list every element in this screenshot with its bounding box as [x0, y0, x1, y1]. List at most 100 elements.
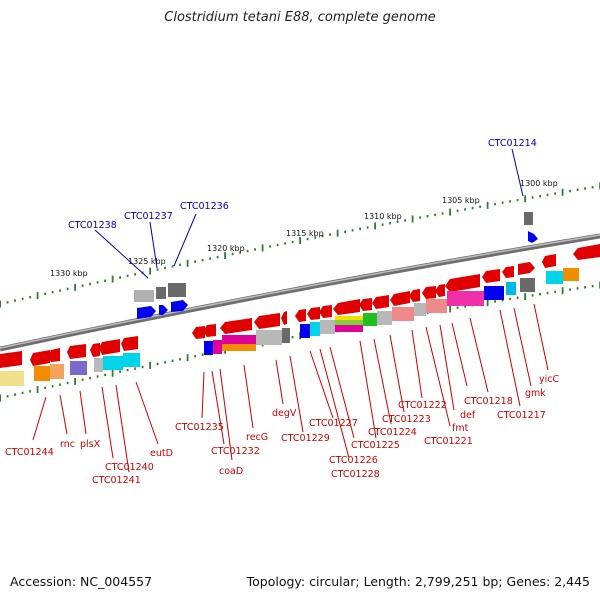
label-ctc01229[interactable]: CTC01229: [281, 433, 330, 444]
inner-scale-tick: [0, 394, 1, 402]
outer-scale-tick: [74, 283, 76, 291]
gene-red-b: [573, 244, 600, 260]
outer-scale-tick: [434, 213, 436, 217]
inner-scale-tick: [171, 359, 174, 362]
gene-ctc01222: [409, 289, 420, 302]
label-ctc01217[interactable]: CTC01217: [497, 410, 546, 421]
gene-def: [445, 274, 480, 292]
label-ctc01236[interactable]: CTC01236: [180, 201, 229, 212]
label-degv[interactable]: degV: [272, 408, 297, 419]
scale-label-1300: 1300 kbp: [520, 179, 558, 188]
bar-orange-a: [34, 366, 50, 381]
outer-scale-tick: [156, 268, 159, 271]
gene-ctc01223: [390, 291, 410, 306]
outer-scale-tick: [314, 236, 316, 239]
inner-scale-tick: [156, 362, 159, 366]
outer-scale-tick: [254, 248, 256, 251]
label-fmt[interactable]: fmt: [452, 423, 469, 434]
inner-scale-tick: [126, 368, 129, 372]
label-ctc01218[interactable]: CTC01218: [464, 396, 513, 407]
label-ctc01224[interactable]: CTC01224: [368, 427, 417, 438]
label-ctc01237[interactable]: CTC01237: [124, 211, 173, 222]
inner-scale-tick: [291, 336, 294, 339]
label-ctc01240[interactable]: CTC01240: [105, 462, 154, 473]
label-eutd[interactable]: eutD: [150, 448, 173, 459]
inner-scale-tick: [21, 391, 24, 395]
label-ctc01241[interactable]: CTC01241: [92, 475, 141, 486]
label-ctc01228[interactable]: CTC01228: [331, 469, 380, 480]
inner-scale-tick: [134, 367, 136, 370]
scale-label-1310: 1310 kbp: [364, 212, 402, 221]
outer-scale-tick: [584, 187, 586, 190]
inner-scale-tick: [149, 361, 151, 369]
blue-leader-lines: [94, 148, 524, 279]
label-rnc[interactable]: rnc: [60, 439, 75, 450]
outer-scale-tick: [81, 284, 84, 287]
gene-ctc01226: [333, 299, 360, 315]
outer-scale-tick: [231, 252, 234, 256]
gene-gmk: [502, 266, 514, 278]
bar-gray-d: [320, 320, 335, 334]
outer-scale-tick: [509, 200, 511, 203]
outer-scale-tick: [104, 279, 106, 282]
label-ctc01244[interactable]: CTC01244: [5, 447, 54, 458]
outer-scale-tick: [246, 249, 249, 253]
inner-scale-tick: [464, 305, 466, 308]
inner-scale-tick: [51, 385, 54, 388]
label-ctc01232[interactable]: CTC01232: [211, 446, 260, 457]
outer-scale-tick: [59, 289, 61, 292]
label-ctc01225[interactable]: CTC01225: [351, 440, 400, 451]
bar-khaki: [0, 371, 24, 386]
inner-scale-tick: [531, 294, 534, 297]
outer-scale-tick: [576, 188, 579, 191]
label-yicc[interactable]: yicC: [539, 374, 559, 385]
bar-pink-b: [426, 299, 447, 313]
label-ctc01238[interactable]: CTC01238: [68, 220, 117, 231]
label-def[interactable]: def: [460, 410, 476, 421]
label-recg[interactable]: recG: [246, 432, 268, 443]
bar-blue-a: [204, 341, 213, 355]
label-ctc01222[interactable]: CTC01222: [398, 400, 447, 411]
gene-ctc01236-gray: [168, 283, 186, 297]
gene-ctc01224: [372, 295, 389, 309]
outer-scale-tick: [531, 196, 534, 199]
bar-cyan-b: [103, 356, 123, 370]
outer-scale-tick: [479, 205, 481, 208]
label-plsx[interactable]: plsX: [80, 439, 101, 450]
outer-scale-tick: [539, 195, 541, 198]
outer-scale-tick: [126, 274, 129, 278]
label-ctc01223[interactable]: CTC01223: [382, 414, 431, 425]
outer-scale-tick: [494, 202, 496, 206]
gene-ctc01218: [482, 269, 500, 283]
gene-ctc01241: [99, 339, 120, 355]
inner-scale-tick: [111, 369, 114, 377]
outer-scale-tick: [464, 208, 466, 211]
bar-orange-b: [222, 344, 256, 351]
gene-ctc01227: [319, 305, 332, 318]
outer-scale-tick: [216, 255, 219, 259]
label-ctc01227[interactable]: CTC01227: [309, 418, 358, 429]
scale-label-1315: 1315 kbp: [286, 229, 324, 238]
outer-scale-tick: [164, 266, 166, 270]
label-gmk[interactable]: gmk: [525, 388, 546, 399]
outer-scale-tick: [554, 192, 556, 195]
outer-scale-tick: [441, 212, 444, 215]
label-ctc01221[interactable]: CTC01221: [424, 436, 473, 447]
outer-scale-tick: [14, 299, 16, 302]
outer-scale-tick: [29, 296, 31, 299]
label-ctc01214[interactable]: CTC01214: [488, 138, 537, 149]
inner-scale-tick: [29, 390, 31, 393]
outer-scale-tick: [6, 301, 9, 304]
label-ctc01226[interactable]: CTC01226: [329, 455, 378, 466]
inner-scale-tick: [486, 299, 489, 307]
outer-scale-tick: [546, 193, 549, 197]
bar-purple: [70, 361, 87, 375]
inner-scale-tick: [59, 383, 61, 386]
topology-info: Topology: circular; Length: 2,799,251 bp…: [246, 574, 590, 589]
inner-scale-tick: [164, 361, 166, 364]
label-ctc01235[interactable]: CTC01235: [175, 422, 224, 433]
inner-scale-tick: [201, 353, 204, 356]
outer-scale-tick: [224, 252, 226, 259]
label-coad[interactable]: coaD: [219, 466, 243, 477]
upper-gene-track: [134, 212, 600, 319]
